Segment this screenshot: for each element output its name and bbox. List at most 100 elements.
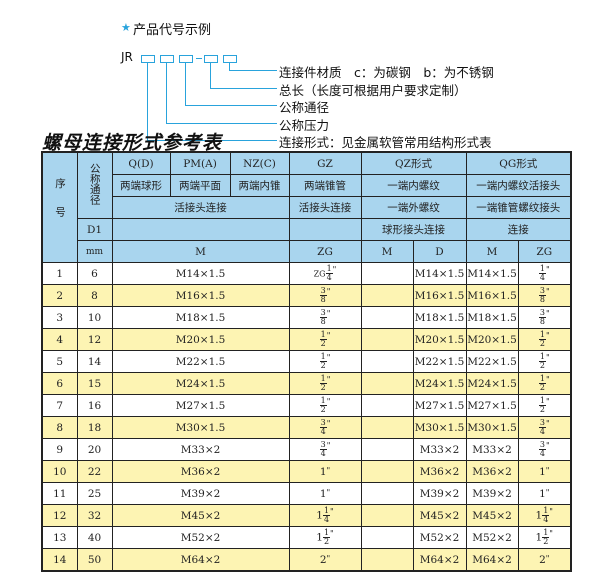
row-zg: 2" [288, 548, 362, 572]
row-qg-m: M36×2 [465, 460, 519, 483]
legend-item-pressure: 公称压力 [279, 118, 330, 133]
table-row: 2 8 M16×1.5 3 8 " M16×1.5 M16×1.5 3 8 " [41, 284, 572, 307]
code-box [179, 55, 193, 63]
row-zg: 1 1 2 " [288, 526, 362, 549]
row-m: M24×1.5 [111, 372, 290, 395]
row-qg-m: M33×2 [465, 438, 519, 461]
row-qg-zg: 1 2 " [517, 328, 572, 351]
star-icon: ★ [121, 21, 131, 34]
row-dn: 8 [76, 284, 113, 307]
row-m: M36×2 [111, 460, 290, 483]
code-box [223, 55, 237, 63]
row-m: M33×2 [111, 438, 290, 461]
table-row: 6 15 M24×1.5 1 2 " M24×1.5 M24×1.5 1 2 " [41, 372, 572, 395]
legend-item-diameter: 公称通径 [279, 100, 330, 115]
row-qz-m [360, 460, 414, 483]
row-zg: 3 8 " [288, 306, 362, 329]
row-qg-zg: 3 4 " [517, 416, 572, 439]
row-no: 1 [41, 262, 78, 285]
row-dn: 12 [76, 328, 113, 351]
row-zg: ZG 1 4 " [288, 262, 362, 285]
row-qg-m: M20×1.5 [465, 328, 519, 351]
row-qz-m [360, 306, 414, 329]
row-qz-d: M22×1.5 [412, 350, 467, 373]
row-no: 10 [41, 460, 78, 483]
row-qz-d: M14×1.5 [412, 262, 467, 285]
row-qg-m: M14×1.5 [465, 262, 519, 285]
table-row: 10 22 M36×2 1" M36×2 M36×2 1" [41, 460, 572, 483]
row-qg-zg: 2" [517, 548, 572, 572]
header-cell: ZG [517, 240, 572, 263]
row-m: M20×1.5 [111, 328, 290, 351]
legend-item-material: 连接件材质 c：为碳钢 b：为不锈钢 [279, 65, 494, 80]
row-qg-m: M52×2 [465, 526, 519, 549]
code-box [160, 55, 174, 63]
row-qg-zg: 3 8 " [517, 284, 572, 307]
table-row: 7 16 M27×1.5 1 2 " M27×1.5 M27×1.5 1 2 " [41, 394, 572, 417]
table-row: 11 25 M39×2 1" M39×2 M39×2 1" [41, 482, 572, 505]
row-zg: 3 4 " [288, 416, 362, 439]
row-zg: 3 8 " [288, 284, 362, 307]
row-dn: 16 [76, 394, 113, 417]
row-no: 14 [41, 548, 78, 572]
row-qg-m: M64×2 [465, 548, 519, 572]
header-mm: mm [76, 240, 113, 263]
row-m: M30×1.5 [111, 416, 290, 439]
header-cell: D [412, 240, 467, 263]
header-cell: 一端内螺纹 [360, 174, 467, 197]
row-qg-m: M24×1.5 [465, 372, 519, 395]
row-dn: 14 [76, 350, 113, 373]
row-no: 5 [41, 350, 78, 373]
header-cell: Q(D) [111, 151, 171, 175]
header-cell: ZG [288, 240, 362, 263]
header-cell [288, 218, 362, 241]
header-cell: 活接头连接 [288, 196, 362, 219]
row-qz-d: M24×1.5 [412, 372, 467, 395]
row-m: M22×1.5 [111, 350, 290, 373]
row-zg: 1 1 4 " [288, 504, 362, 527]
row-no: 12 [41, 504, 78, 527]
header-cell: QG形式 [465, 151, 572, 175]
legend-title: 产品代号示例 [133, 23, 212, 38]
row-no: 11 [41, 482, 78, 505]
row-dn: 20 [76, 438, 113, 461]
row-m: M39×2 [111, 482, 290, 505]
row-qg-m: M27×1.5 [465, 394, 519, 417]
row-qz-d: M52×2 [412, 526, 467, 549]
code-box [204, 55, 218, 63]
row-qg-m: M16×1.5 [465, 284, 519, 307]
row-qg-m: M18×1.5 [465, 306, 519, 329]
table-row: 4 12 M20×1.5 1 2 " M20×1.5 M20×1.5 1 2 " [41, 328, 572, 351]
row-qg-m: M39×2 [465, 482, 519, 505]
row-dn: 40 [76, 526, 113, 549]
header-cell: 一端锥管螺纹接头 [465, 196, 572, 219]
row-zg: 1 2 " [288, 394, 362, 417]
row-qg-m: M45×2 [465, 504, 519, 527]
header-cell: NZ(C) [229, 151, 290, 175]
row-no: 4 [41, 328, 78, 351]
row-zg: 1 2 " [288, 372, 362, 395]
table-row: 8 18 M30×1.5 3 4 " M30×1.5 M30×1.5 3 4 " [41, 416, 572, 439]
row-qz-m [360, 438, 414, 461]
row-qz-d: M18×1.5 [412, 306, 467, 329]
row-dn: 32 [76, 504, 113, 527]
header-cell: M [111, 240, 290, 263]
row-m: M16×1.5 [111, 284, 290, 307]
row-zg: 3 4 " [288, 438, 362, 461]
row-zg: 1" [288, 460, 362, 483]
header-cell: 两端平面 [169, 174, 231, 197]
row-qg-zg: 1" [517, 482, 572, 505]
row-dn: 15 [76, 372, 113, 395]
row-zg: 1 2 " [288, 328, 362, 351]
row-qz-m [360, 262, 414, 285]
row-qz-d: M39×2 [412, 482, 467, 505]
row-qz-m [360, 548, 414, 572]
row-dn: 6 [76, 262, 113, 285]
code-prefix: JR [121, 50, 133, 64]
row-qz-m [360, 416, 414, 439]
product-code-legend: ★ 产品代号示例 JR 连接件材质 c：为碳钢 b：为不锈钢 总长（长度可根据用… [0, 0, 600, 150]
table-row: 14 50 M64×2 2" M64×2 M64×2 2" [41, 548, 572, 572]
row-qz-d: M20×1.5 [412, 328, 467, 351]
legend-item-length: 总长（长度可根据用户要求定制） [279, 83, 467, 98]
row-qz-m [360, 372, 414, 395]
